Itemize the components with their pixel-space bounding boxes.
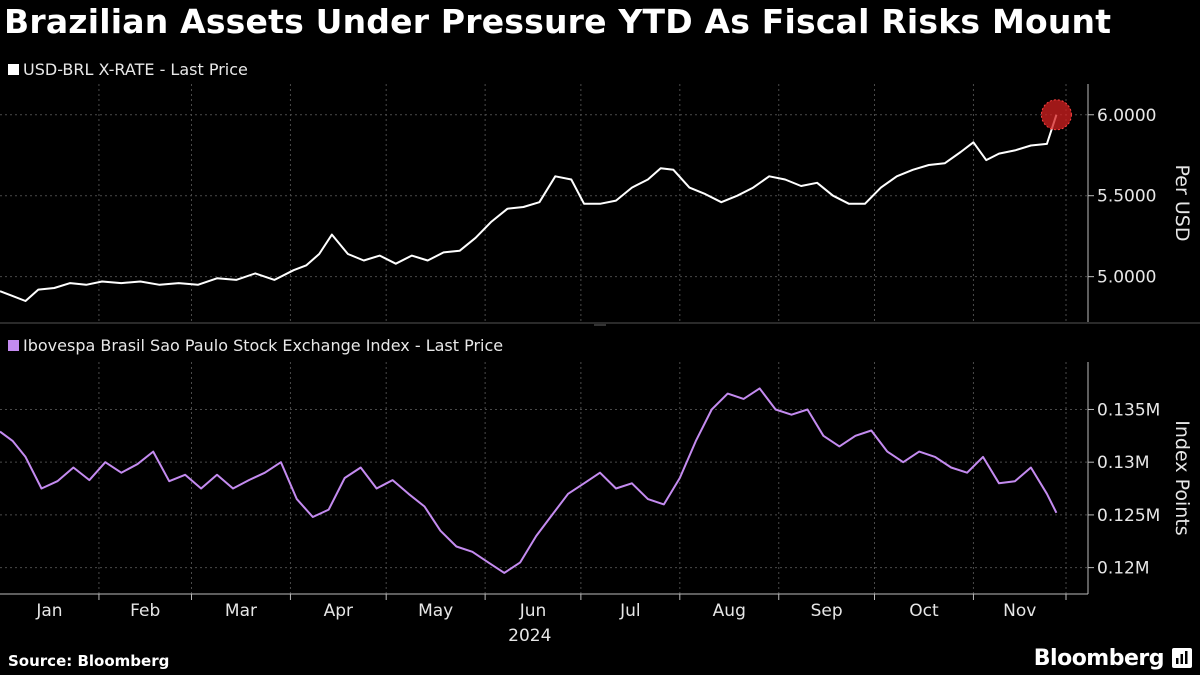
y-unit-label: Per USD (1171, 165, 1193, 242)
y-tick-label: 5.5000 (1097, 187, 1156, 207)
x-tick-label: Jun (519, 601, 547, 621)
bloomberg-logo: Bloomberg (1033, 646, 1165, 671)
x-tick-label: Apr (324, 601, 353, 621)
x-tick-label: May (418, 601, 453, 621)
x-tick-label: Aug (713, 601, 746, 621)
y-unit-label: Index Points (1171, 420, 1193, 535)
bloomberg-terminal-icon (1172, 648, 1192, 668)
x-tick-label: Feb (130, 601, 160, 621)
gridlines (0, 84, 1088, 594)
y-tick-label: 0.12M (1097, 559, 1150, 579)
axis-labels: Jan Feb Mar Apr May Jun Jul Aug Sep Oct Nov 2024 5.0… (35, 106, 1193, 646)
chart-title: Brazilian Assets Under Pressure YTD As F… (4, 2, 1112, 41)
usd-brl-line (0, 114, 1058, 302)
y-tick-label: 0.125M (1097, 506, 1160, 526)
series (0, 99, 1072, 574)
x-tick-label: Jan (35, 601, 62, 621)
y-tick-label: 0.135M (1097, 400, 1160, 420)
legend-usd-swatch (8, 64, 19, 75)
legend-ibov: Ibovespa Brasil Sao Paulo Stock Exchange… (8, 336, 503, 355)
legend-ibov-label: Ibovespa Brasil Sao Paulo Stock Exchange… (23, 336, 504, 355)
axes (0, 84, 1200, 600)
legend-usd-label: USD-BRL X-RATE - Last Price (23, 60, 248, 79)
x-tick-label: Nov (1003, 601, 1036, 621)
x-year-label: 2024 (508, 626, 551, 646)
x-tick-label: Jul (619, 601, 641, 621)
x-tick-label: Mar (225, 601, 257, 621)
y-tick-label: 5.0000 (1097, 268, 1156, 288)
x-tick-label: Sep (811, 601, 843, 621)
ibovespa-line (0, 387, 1058, 574)
x-tick-label: Oct (909, 601, 939, 621)
source-note: Source: Bloomberg (8, 652, 170, 670)
y-tick-label: 0.13M (1097, 453, 1150, 473)
y-tick-label: 6.0000 (1097, 106, 1156, 126)
legend-ibov-swatch (8, 340, 19, 351)
latest-value-marker (1040, 99, 1072, 131)
legend-usd: USD-BRL X-RATE - Last Price (8, 60, 248, 79)
